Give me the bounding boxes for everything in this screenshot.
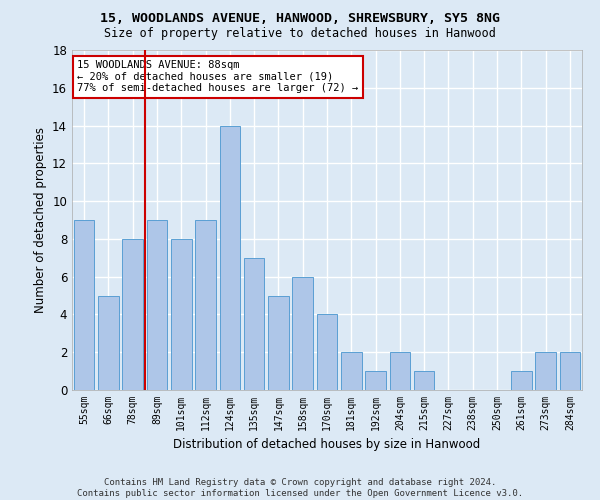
X-axis label: Distribution of detached houses by size in Hanwood: Distribution of detached houses by size … (173, 438, 481, 452)
Bar (171, 239, 191, 390)
Y-axis label: Number of detached properties: Number of detached properties (34, 127, 47, 313)
Bar (195, 220, 216, 390)
Bar (268, 296, 289, 390)
Bar (535, 352, 556, 390)
Text: Contains HM Land Registry data © Crown copyright and database right 2024.
Contai: Contains HM Land Registry data © Crown c… (77, 478, 523, 498)
Bar (389, 352, 410, 390)
Text: 15, WOODLANDS AVENUE, HANWOOD, SHREWSBURY, SY5 8NG: 15, WOODLANDS AVENUE, HANWOOD, SHREWSBUR… (100, 12, 500, 26)
Bar (560, 352, 580, 390)
Bar (146, 220, 167, 390)
Bar (244, 258, 265, 390)
Text: Size of property relative to detached houses in Hanwood: Size of property relative to detached ho… (104, 28, 496, 40)
Bar (414, 371, 434, 390)
Bar (511, 371, 532, 390)
Bar (220, 126, 240, 390)
Bar (292, 276, 313, 390)
Bar (365, 371, 386, 390)
Bar (122, 239, 143, 390)
Bar (317, 314, 337, 390)
Bar (74, 220, 94, 390)
Bar (341, 352, 362, 390)
Bar (98, 296, 119, 390)
Text: 15 WOODLANDS AVENUE: 88sqm
← 20% of detached houses are smaller (19)
77% of semi: 15 WOODLANDS AVENUE: 88sqm ← 20% of deta… (77, 60, 358, 94)
